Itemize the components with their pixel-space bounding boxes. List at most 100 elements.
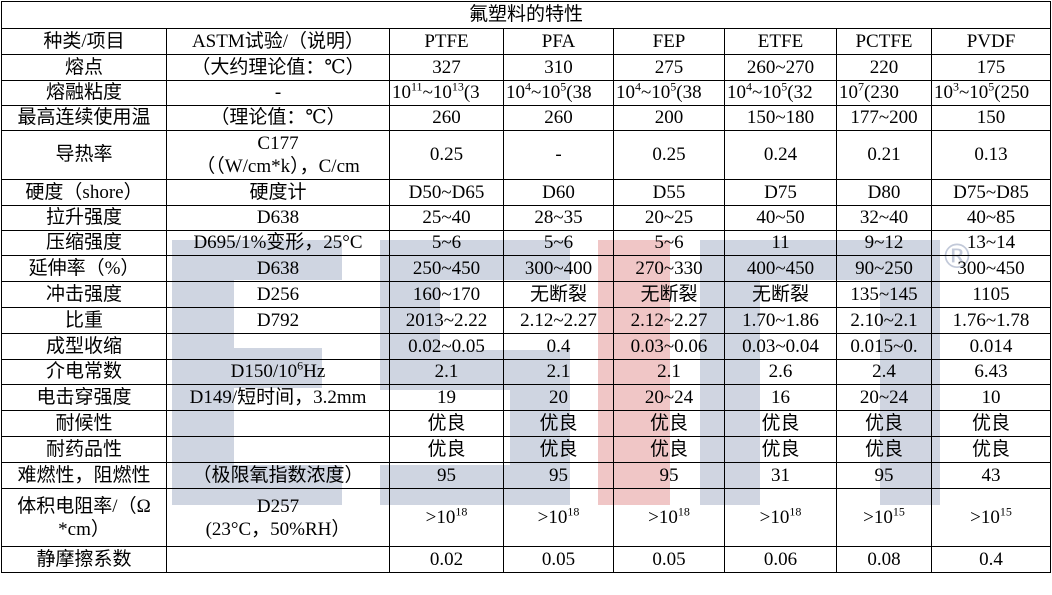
value-exponent: 7 — [858, 80, 864, 94]
value-cell: 20~24 — [613, 384, 725, 411]
value-exponent: 4 — [635, 80, 641, 94]
row-label: 难燃性，阻燃性 — [1, 462, 167, 489]
row-label: 熔点 — [1, 54, 167, 81]
value-cell: 2.6 — [724, 359, 837, 385]
value-cell: 250~450 — [389, 255, 504, 282]
value-cell: 优良 — [930, 436, 1052, 463]
value-cell: 5~6 — [613, 230, 725, 256]
value-exponent: 5 — [781, 80, 788, 94]
value-cell: 107(230 — [836, 80, 932, 106]
test-method: D257 (23°C，50%RH） — [166, 488, 390, 547]
value-cell: 0.05 — [503, 546, 614, 573]
value-exponent: 5 — [670, 80, 677, 94]
value-cell: 20 — [503, 384, 614, 411]
value-cell: 0.015~0. — [836, 333, 932, 360]
value-cell: 13~14 — [930, 230, 1052, 256]
value-cell: 1011~1013(3 — [389, 80, 504, 106]
value-cell: D75 — [724, 179, 837, 206]
value-base: 10 — [506, 82, 525, 103]
row-label-line: 体积电阻率/（Ω — [17, 495, 151, 517]
value-cell: 1.76~1.78 — [930, 307, 1052, 334]
value-cell: 0.03~0.04 — [724, 333, 837, 360]
value-cell: 0.25 — [613, 130, 725, 180]
value-cell: - — [503, 130, 614, 180]
row-label: 耐候性 — [1, 410, 167, 437]
test-method: D638 — [166, 255, 390, 282]
value-base: >10 — [648, 506, 678, 528]
test-method — [166, 410, 390, 437]
value-exponent: 13 — [451, 80, 464, 94]
row-label-line: *cm） — [58, 518, 110, 540]
value-cell: 0.02~0.05 — [389, 333, 504, 360]
value-cell: 32~40 — [836, 205, 932, 231]
value-base: >10 — [863, 506, 893, 528]
value-cell: 28~35 — [503, 205, 614, 231]
value-cell: 104~105(38 — [503, 80, 614, 106]
value-cell: 11 — [724, 230, 837, 256]
value-cell: 104~105(38 — [613, 80, 725, 106]
value-part: (38 — [676, 82, 702, 103]
value-cell: >1018 — [613, 488, 725, 547]
value-part: ~10 — [422, 82, 452, 103]
test-method-line: （（W/cm*k），C/cm — [196, 156, 360, 177]
row-label: 延伸率（%） — [1, 255, 167, 282]
value-cell: D50~D65 — [389, 179, 504, 206]
value-base: >10 — [537, 506, 568, 528]
test-method: D256 — [166, 281, 390, 308]
value-cell: 优良 — [836, 410, 932, 437]
row-label: 静摩擦系数 — [1, 546, 167, 573]
value-cell: 310 — [503, 54, 614, 81]
value-cell: 无断裂 — [613, 281, 725, 308]
row-label: 导热率 — [1, 130, 167, 180]
value-exponent: 3 — [953, 80, 959, 94]
value-cell: 20~24 — [836, 384, 932, 411]
value-cell: >1018 — [503, 488, 614, 547]
value-exponent: 18 — [677, 504, 690, 519]
value-exponent: 4 — [525, 80, 531, 94]
header-cell: ETFE — [724, 28, 837, 55]
value-part: (230 — [864, 82, 899, 103]
value-cell: 9~12 — [836, 230, 932, 256]
test-method-line: D257 — [256, 495, 300, 517]
test-method-line: (23°C，50%RH） — [205, 518, 351, 540]
value-cell: >1018 — [389, 488, 504, 547]
value-part: (38 — [566, 82, 592, 103]
test-method: D638 — [166, 205, 390, 231]
value-cell: 220 — [836, 54, 932, 81]
test-method-line: C177 — [257, 133, 299, 154]
value-base: 10 — [392, 82, 411, 103]
value-cell: 40~85 — [930, 205, 1052, 231]
value-cell: 150 — [930, 105, 1052, 131]
header-cell: PTFE — [389, 28, 504, 55]
value-part: (250 — [994, 82, 1030, 103]
header-cell: 种类/项目 — [1, 28, 167, 55]
value-cell: 0.014 — [930, 333, 1052, 360]
value-cell: D80 — [836, 179, 932, 206]
value-cell: 5~6 — [389, 230, 504, 256]
value-exponent: 15 — [892, 504, 905, 519]
table-row: 静摩擦系数 0.02 0.05 0.05 0.06 0.08 0.4 — [1, 546, 1052, 573]
table-row: 难燃性，阻燃性 （极限氧指数浓度） 95 95 95 31 95 43 — [1, 462, 1052, 489]
test-method: D792 — [166, 307, 390, 334]
value-cell: >1018 — [724, 488, 837, 547]
table-row: 体积电阻率/（Ω *cm） D257 (23°C，50%RH） >1018 >1018 >1… — [1, 488, 1052, 547]
test-method-part: D150/10 — [230, 361, 298, 382]
value-cell: 优良 — [836, 436, 932, 463]
value-cell: 20~25 — [613, 205, 725, 231]
value-cell: 0.24 — [724, 130, 837, 180]
value-part: ~10 — [959, 82, 989, 103]
test-method: D149/短时间，3.2mm — [166, 384, 390, 411]
value-exponent: 18 — [455, 504, 468, 519]
table-row: 熔点 （大约理论值：℃） 327 310 275 260~270 220 175 — [1, 54, 1052, 81]
value-cell: 95 — [836, 462, 932, 489]
test-method: D150/106Hz — [166, 359, 390, 385]
row-label: 耐药品性 — [1, 436, 167, 463]
value-base: 10 — [839, 82, 858, 103]
value-cell: 1.70~1.86 — [724, 307, 837, 334]
value-cell: 2.1 — [389, 359, 504, 385]
table-row: 熔融粘度 -1011~1013(3 104~105(38 104~105(38 104~… — [1, 80, 1052, 106]
row-label: 冲击强度 — [1, 281, 167, 308]
value-exponent: 18 — [567, 504, 580, 519]
table-row: 最高连续使用温 （理论值：℃） 260 260 200 150~180 177~200 150 — [1, 105, 1052, 131]
